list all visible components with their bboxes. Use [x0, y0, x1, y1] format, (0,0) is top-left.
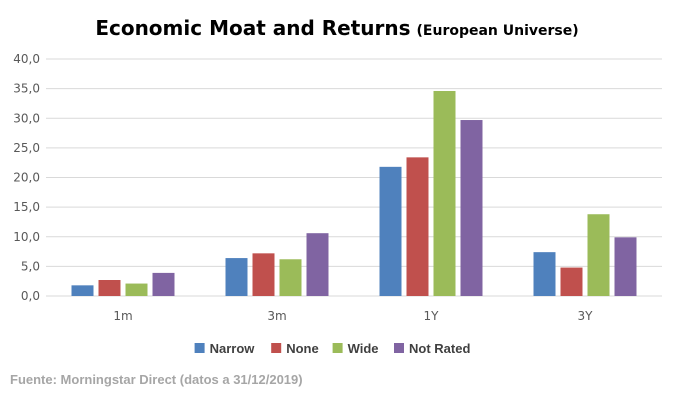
bar-narrow-3m	[225, 258, 248, 296]
bar-none-3y	[560, 267, 583, 296]
legend-swatch-not-rated	[394, 343, 404, 353]
legend-swatch-wide	[332, 343, 343, 353]
legend-label: Narrow	[210, 341, 256, 356]
y-tick-label: 25,0	[13, 141, 40, 155]
bar-wide-3m	[279, 259, 302, 296]
source-note: Fuente: Morningstar Direct (datos a 31/1…	[10, 372, 303, 387]
legend-label: Wide	[348, 341, 379, 356]
bar-none-3m	[252, 253, 275, 296]
x-category-label: 3Y	[578, 309, 594, 323]
bar-wide-1y	[433, 90, 456, 297]
y-axis-tick-labels: 0,0 5,0 10,0 15,0 20,0 25,0 30,0 35,0 40,0	[13, 52, 40, 303]
x-category-label: 1m	[113, 309, 132, 323]
y-tick-label: 30,0	[13, 111, 40, 125]
y-tick-label: 35,0	[13, 82, 40, 96]
y-tick-label: 15,0	[13, 200, 40, 214]
bars	[71, 90, 637, 297]
bar-not-rated-1y	[460, 120, 483, 296]
bar-narrow-1y	[379, 166, 402, 296]
y-tick-label: 10,0	[13, 230, 40, 244]
legend: Narrow None Wide Not Rated	[194, 341, 470, 356]
x-category-label: 3m	[267, 309, 286, 323]
y-tick-label: 0,0	[21, 289, 40, 303]
y-tick-label: 5,0	[21, 259, 40, 273]
x-axis-category-labels: 1m 3m 1Y 3Y	[113, 309, 593, 323]
legend-swatch-narrow	[194, 343, 205, 353]
y-tick-label: 20,0	[13, 171, 40, 185]
bar-wide-1m	[125, 283, 148, 296]
x-category-label: 1Y	[424, 309, 440, 323]
bar-not-rated-3m	[306, 233, 329, 296]
legend-swatch-none	[271, 343, 282, 353]
chart-title: Economic Moat and Returns (European Unive…	[95, 16, 578, 40]
bar-none-1y	[406, 157, 429, 296]
bar-none-1m	[98, 280, 121, 296]
bar-narrow-3y	[533, 252, 556, 296]
bar-wide-3y	[587, 214, 610, 296]
legend-label: Not Rated	[409, 341, 470, 356]
legend-label: None	[286, 341, 319, 356]
y-tick-label: 40,0	[13, 52, 40, 66]
bar-narrow-1m	[71, 285, 94, 296]
gridlines	[46, 58, 662, 297]
bar-not-rated-3y	[614, 237, 637, 296]
bar-not-rated-1m	[152, 272, 175, 296]
